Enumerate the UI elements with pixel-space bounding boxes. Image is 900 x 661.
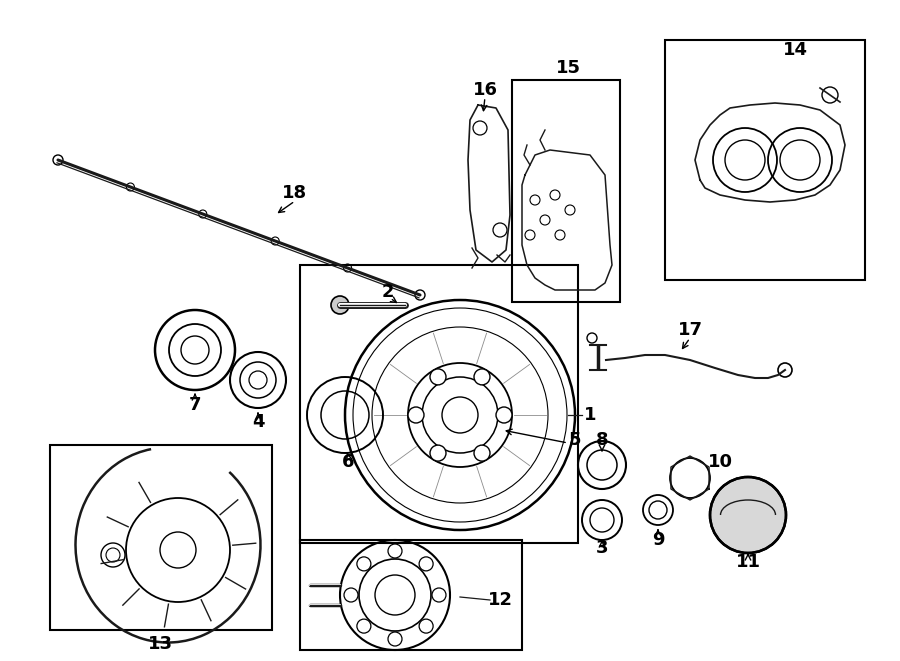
Bar (300, 540, 522, 650)
Text: 17: 17 (678, 321, 703, 339)
Circle shape (388, 544, 402, 558)
Bar (665, 40, 865, 280)
Text: 15: 15 (555, 59, 580, 77)
Circle shape (419, 619, 433, 633)
Text: 3: 3 (596, 539, 608, 557)
Circle shape (415, 290, 425, 300)
Circle shape (778, 363, 792, 377)
Circle shape (710, 477, 786, 553)
Text: 8: 8 (596, 431, 608, 449)
Bar (512, 80, 620, 302)
Text: 1: 1 (584, 406, 596, 424)
Circle shape (357, 557, 371, 571)
Text: 6: 6 (342, 453, 355, 471)
Circle shape (388, 632, 402, 646)
Text: 9: 9 (652, 531, 664, 549)
Circle shape (430, 445, 446, 461)
Text: 10: 10 (707, 453, 733, 471)
Circle shape (419, 557, 433, 571)
Circle shape (496, 407, 512, 423)
Circle shape (53, 155, 63, 165)
Bar (300, 265, 578, 543)
Text: 11: 11 (735, 553, 760, 571)
Circle shape (344, 588, 358, 602)
Text: 12: 12 (488, 591, 512, 609)
Text: 2: 2 (382, 283, 394, 301)
Text: 16: 16 (472, 81, 498, 99)
Circle shape (442, 397, 478, 433)
Circle shape (331, 296, 349, 314)
Circle shape (430, 369, 446, 385)
Text: 13: 13 (148, 635, 173, 653)
Circle shape (432, 588, 446, 602)
Circle shape (474, 369, 490, 385)
Circle shape (408, 407, 424, 423)
Text: 5: 5 (569, 431, 581, 449)
Circle shape (587, 333, 597, 343)
Circle shape (474, 445, 490, 461)
Circle shape (357, 619, 371, 633)
Text: 7: 7 (189, 396, 202, 414)
Bar (50, 445, 272, 630)
Text: 18: 18 (283, 184, 308, 202)
Text: 4: 4 (252, 413, 265, 431)
Text: 14: 14 (782, 41, 807, 59)
